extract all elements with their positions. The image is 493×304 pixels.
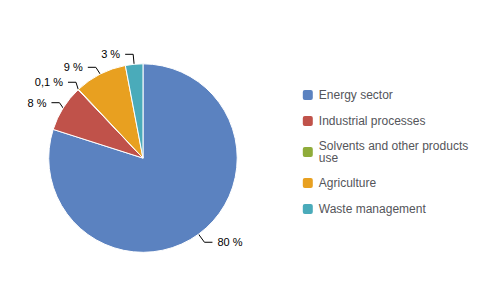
svg-text:Solvents and other products: Solvents and other products [319,139,468,153]
svg-text:use: use [319,151,339,165]
svg-text:3 %: 3 % [101,48,120,60]
svg-text:Industrial processes: Industrial processes [319,114,426,128]
svg-text:0,1 %: 0,1 % [35,76,63,88]
svg-text:Waste management: Waste management [319,202,427,216]
svg-text:Agriculture: Agriculture [319,176,377,190]
svg-text:9 %: 9 % [64,61,83,73]
svg-text:8 %: 8 % [27,97,46,109]
svg-text:80 %: 80 % [217,236,242,248]
svg-text:Energy sector: Energy sector [319,88,393,102]
